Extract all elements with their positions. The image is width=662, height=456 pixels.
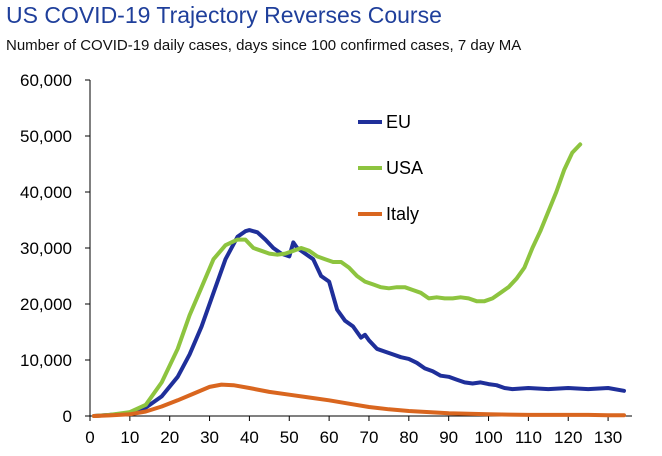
x-tick-label: 40 — [240, 428, 259, 447]
x-tick-label: 130 — [594, 428, 622, 447]
chart-subtitle: Number of COVID-19 daily cases, days sin… — [6, 37, 522, 54]
legend-label-italy: Italy — [386, 204, 419, 224]
x-tick-label: 90 — [439, 428, 458, 447]
y-tick-label: 30,000 — [20, 239, 72, 258]
x-tick-label: 20 — [160, 428, 179, 447]
y-tick-label: 10,000 — [20, 351, 72, 370]
legend-label-usa: USA — [386, 158, 423, 178]
y-tick-label: 40,000 — [20, 183, 72, 202]
x-tick-label: 110 — [515, 428, 542, 447]
chart-legend: EU USA Italy — [344, 96, 454, 246]
y-tick-label: 0 — [63, 407, 72, 426]
x-tick-label: 120 — [554, 428, 582, 447]
series-line-usa — [92, 142, 583, 418]
x-tick-label: 0 — [85, 428, 94, 447]
y-tick-label: 50,000 — [20, 127, 72, 146]
x-tick-label: 60 — [320, 428, 339, 447]
x-tick-label: 30 — [200, 428, 219, 447]
x-tick-label: 70 — [360, 428, 379, 447]
chart-axes: 0 10,000 20,000 30,000 40,000 50,000 60,000 0 10… — [20, 71, 632, 447]
y-tick-label: 60,000 — [20, 71, 72, 90]
chart-title: US COVID-19 Trajectory Reverses Course — [6, 2, 442, 28]
x-tick-label: 50 — [280, 428, 299, 447]
legend-label-eu: EU — [386, 112, 411, 132]
y-tick-label: 20,000 — [20, 295, 72, 314]
x-tick-label: 80 — [399, 428, 418, 447]
x-tick-label: 100 — [474, 428, 502, 447]
series-line-italy — [92, 382, 626, 418]
x-tick-label: 10 — [120, 428, 139, 447]
series-line-eu — [92, 228, 626, 418]
chart-series — [92, 142, 626, 418]
